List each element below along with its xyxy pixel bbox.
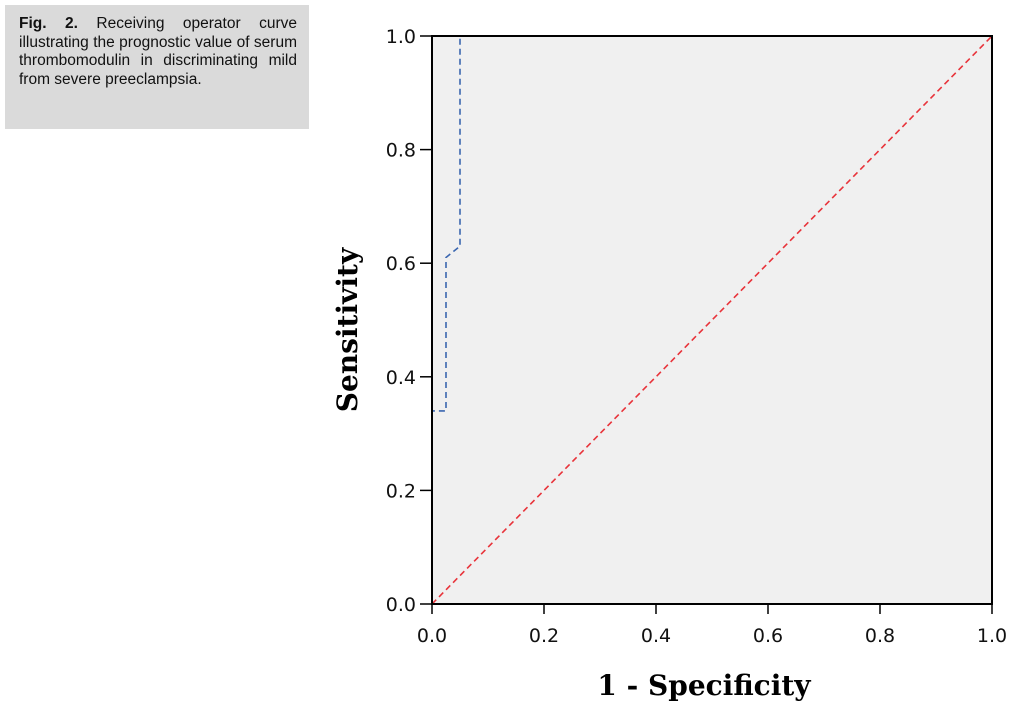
x-tick-label: 0.2: [529, 625, 559, 647]
series-line-0: [431, 35, 992, 604]
y-tick-label: 0.4: [386, 367, 416, 389]
series-line-1: [431, 35, 993, 605]
plot-frame: [431, 35, 993, 605]
figure-caption: Fig. 2. Receiving operator curve illustr…: [5, 5, 309, 129]
y-tick-label: 1.0: [386, 26, 416, 48]
x-tick-label: 0.4: [641, 625, 671, 647]
x-axis-title: 1 - Specificity: [597, 669, 811, 702]
plot-area: [432, 36, 992, 604]
y-tick-label: 0.0: [386, 594, 416, 616]
y-tick-label: 0.2: [386, 480, 416, 502]
x-tick-label: 0.8: [865, 625, 895, 647]
x-tick-label: 0.0: [417, 625, 447, 647]
y-tick-label: 0.8: [386, 140, 416, 162]
x-tick-label: 0.6: [753, 625, 783, 647]
x-tick-label: 1.0: [977, 625, 1007, 647]
y-tick-label: 0.6: [386, 253, 416, 275]
y-axis-title: Sensitivity: [331, 247, 364, 412]
figure-label: Fig. 2.: [19, 15, 78, 32]
figure-caption-text: Receiving operator curve illustrating th…: [19, 15, 297, 88]
